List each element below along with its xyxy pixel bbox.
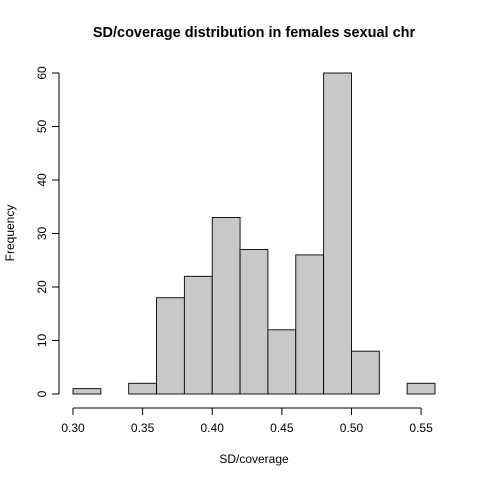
x-tick-label: 0.45 [270, 421, 294, 435]
histogram-bar [156, 297, 185, 395]
y-tick-label: 40 [35, 173, 49, 187]
y-axis: 0 10 20 30 40 50 60 [35, 66, 60, 397]
x-tick-label: 0.30 [61, 421, 85, 435]
histogram-bar [323, 72, 352, 395]
histogram-bar [406, 382, 436, 395]
y-tick-label: 50 [35, 120, 49, 134]
y-tick-label: 0 [35, 390, 49, 397]
histogram-bar [211, 216, 241, 395]
x-axis: 0.30 0.35 0.40 0.45 0.50 0.55 [61, 407, 433, 435]
y-tick-label: 60 [35, 66, 49, 80]
x-tick-label: 0.50 [340, 421, 364, 435]
bars-group [72, 72, 436, 395]
chart-title: SD/coverage distribution in females sexu… [93, 25, 416, 41]
x-tick-label: 0.35 [131, 421, 155, 435]
y-tick-label: 30 [35, 227, 49, 241]
y-tick-label: 10 [35, 334, 49, 348]
y-axis-label: Frequency [3, 205, 17, 262]
histogram-bar [267, 329, 297, 395]
x-tick-label: 0.40 [201, 421, 225, 435]
histogram-bar [128, 382, 157, 395]
y-tick-label: 20 [35, 280, 49, 294]
x-tick-label: 0.55 [409, 421, 433, 435]
histogram-bar [183, 275, 213, 395]
histogram-bar [239, 249, 269, 395]
x-axis-label: SD/coverage [219, 452, 289, 466]
histogram-bar [72, 388, 102, 395]
histogram-bar [295, 254, 325, 395]
histogram-bar [351, 350, 380, 395]
